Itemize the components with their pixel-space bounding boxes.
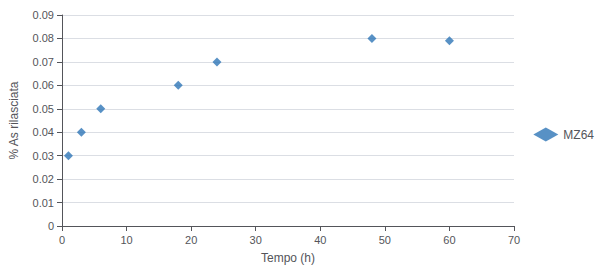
svg-text:0.05: 0.05 xyxy=(33,103,54,115)
svg-text:50: 50 xyxy=(379,234,391,246)
svg-text:20: 20 xyxy=(185,234,197,246)
svg-text:0: 0 xyxy=(48,220,54,232)
svg-text:0.04: 0.04 xyxy=(33,126,54,138)
svg-text:0: 0 xyxy=(59,234,65,246)
svg-text:40: 40 xyxy=(314,234,326,246)
svg-text:0.07: 0.07 xyxy=(33,56,54,68)
svg-text:% As rilasciata: % As rilasciata xyxy=(7,81,21,159)
svg-text:0.01: 0.01 xyxy=(33,197,54,209)
svg-text:MZ64: MZ64 xyxy=(563,128,594,142)
svg-text:70: 70 xyxy=(508,234,520,246)
svg-text:30: 30 xyxy=(250,234,262,246)
svg-text:0.09: 0.09 xyxy=(33,9,54,21)
svg-text:0.06: 0.06 xyxy=(33,79,54,91)
svg-text:60: 60 xyxy=(443,234,455,246)
svg-text:10: 10 xyxy=(120,234,132,246)
svg-text:Tempo (h): Tempo (h) xyxy=(261,251,315,265)
svg-text:0.08: 0.08 xyxy=(33,32,54,44)
svg-text:0.03: 0.03 xyxy=(33,150,54,162)
svg-text:0.02: 0.02 xyxy=(33,173,54,185)
